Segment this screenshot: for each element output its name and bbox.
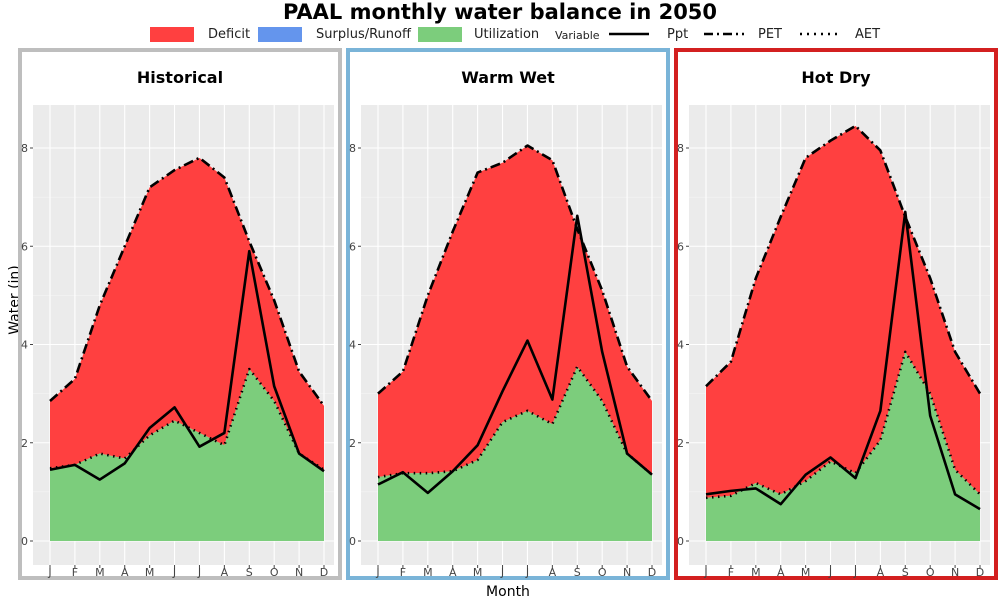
- chart-title: PAAL monthly water balance in 2050: [282, 0, 718, 24]
- x-tick-label: O: [270, 566, 279, 579]
- x-tick-label: A: [877, 566, 885, 579]
- ppt-line: [377, 214, 653, 495]
- x-tick-label: A: [221, 566, 229, 579]
- legend-label-deficit: Deficit: [208, 27, 251, 42]
- x-tick-label: O: [598, 566, 607, 579]
- x-tick-label: N: [623, 566, 631, 579]
- legend: Deficit Surplus/Runoff Utilization Varia…: [0, 26, 1000, 44]
- x-tick-label: J: [853, 566, 857, 579]
- x-tick-label: M: [145, 566, 155, 579]
- legend-swatch-utilization: [418, 27, 462, 42]
- x-tick-label: N: [295, 566, 303, 579]
- y-tick-label: 2: [677, 437, 684, 450]
- x-tick-label: F: [72, 566, 78, 579]
- x-tick-label: M: [801, 566, 811, 579]
- x-tick-label: M: [473, 566, 483, 579]
- x-tick-label: D: [320, 566, 328, 579]
- legend-label-surplus: Surplus/Runoff: [316, 27, 411, 42]
- utilization-area: [378, 366, 652, 541]
- legend-label-ppt: Ppt: [667, 27, 689, 42]
- y-tick-label: 2: [21, 437, 28, 450]
- utilization-area: [706, 351, 980, 541]
- x-tick-label: F: [728, 566, 734, 579]
- x-tick-label: D: [648, 566, 656, 579]
- x-tick-label: F: [400, 566, 406, 579]
- x-tick-label: S: [574, 566, 581, 579]
- panel-warm-wet: Warm Wet 0 2 4 6 8 J F M A M J J A S O N D: [346, 48, 670, 580]
- y-tick-label: 4: [349, 339, 356, 352]
- x-tick-label: N: [951, 566, 959, 579]
- aet-line: [705, 350, 981, 500]
- x-tick-label: M: [423, 566, 433, 579]
- y-tick-label: 8: [677, 142, 684, 155]
- legend-variable-title: Variable: [555, 29, 600, 42]
- legend-label-aet: AET: [855, 27, 881, 42]
- y-tick-label: 6: [21, 240, 28, 253]
- x-tick-label: J: [172, 566, 176, 579]
- aet-line: [377, 365, 653, 479]
- pet-line: [377, 144, 654, 402]
- deficit-area: [378, 145, 652, 478]
- x-tick-label: J: [375, 566, 379, 579]
- deficit-area: [706, 125, 980, 498]
- panel-hot-dry: Hot Dry 0 2 4 6 8 J F M A M J J A S O N D: [674, 48, 998, 580]
- x-tick-label: A: [549, 566, 557, 579]
- y-tick-label: 2: [349, 437, 356, 450]
- x-tick-label: D: [976, 566, 984, 579]
- x-tick-label: M: [95, 566, 105, 579]
- pet-line: [49, 156, 326, 407]
- legend-label-pet: PET: [758, 27, 782, 42]
- y-tick-label: 0: [21, 535, 28, 548]
- utilization-area: [50, 369, 324, 541]
- panel-title: Warm Wet: [461, 68, 555, 87]
- deficit-area: [50, 157, 324, 470]
- x-tick-label: J: [500, 566, 504, 579]
- y-tick-label: 6: [677, 240, 684, 253]
- x-tick-label: S: [902, 566, 909, 579]
- x-tick-label: A: [777, 566, 785, 579]
- y-tick-label: 0: [677, 535, 684, 548]
- legend-line-pet-key: [704, 32, 744, 36]
- x-tick-label: J: [197, 566, 201, 579]
- legend-swatch-surplus: [258, 27, 302, 42]
- legend-swatch-deficit: [150, 27, 194, 42]
- panel-historical: Historical 0 2 4 6 8 J F M A M J J A S O N D: [18, 48, 342, 580]
- y-tick-label: 8: [349, 142, 356, 155]
- x-tick-label: J: [525, 566, 529, 579]
- legend-label-utilization: Utilization: [474, 27, 540, 42]
- x-tick-label: J: [703, 566, 707, 579]
- x-tick-label: J: [828, 566, 832, 579]
- x-tick-label: O: [926, 566, 935, 579]
- x-tick-label: S: [246, 566, 253, 579]
- y-tick-label: 6: [349, 240, 356, 253]
- x-tick-label: M: [751, 566, 761, 579]
- ppt-line: [49, 249, 325, 481]
- pet-line: [705, 124, 982, 395]
- panel-title: Hot Dry: [801, 68, 871, 87]
- x-tick-label: A: [121, 566, 129, 579]
- ppt-line: [705, 210, 981, 511]
- y-tick-label: 8: [21, 142, 28, 155]
- x-axis-title: Month: [486, 584, 530, 600]
- panel-title: Historical: [137, 68, 223, 87]
- x-tick-label: J: [47, 566, 51, 579]
- y-tick-label: 4: [21, 339, 28, 352]
- y-tick-label: 4: [677, 339, 684, 352]
- y-tick-label: 0: [349, 535, 356, 548]
- legend-line-ppt-key: [609, 32, 649, 36]
- x-tick-label: A: [449, 566, 457, 579]
